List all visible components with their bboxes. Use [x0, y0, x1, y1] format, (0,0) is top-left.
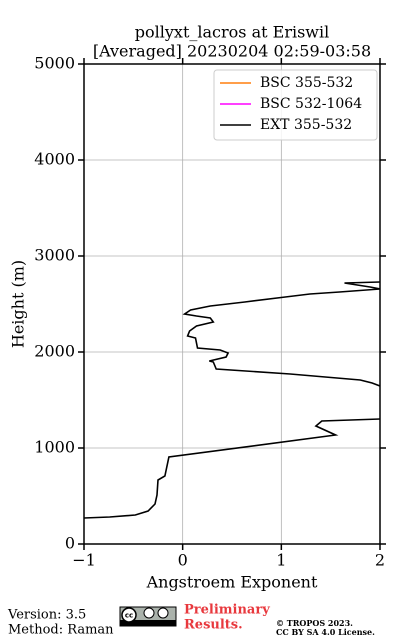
- y-tick-label: 0: [65, 534, 75, 553]
- preliminary: Results.: [184, 618, 243, 633]
- plot-frame: [83, 63, 381, 545]
- copyright: © TROPOS 2023.: [276, 618, 353, 628]
- x-tick-label: 2: [375, 551, 385, 570]
- y-tick-label: 3000: [34, 246, 75, 265]
- legend: BSC 355-532 BSC 532-1064 EXT 355-532: [213, 69, 378, 141]
- x-tick-label: −1: [72, 551, 96, 570]
- chart-subtitle: [Averaged] 20230204 02:59-03:58: [93, 42, 371, 61]
- y-tick-label: 2000: [34, 342, 75, 361]
- y-axis-label: Height (m): [9, 260, 28, 348]
- legend-label: EXT 355-532: [260, 117, 352, 133]
- legend-label: BSC 355-532: [260, 75, 353, 91]
- version: Version: 3.5: [7, 608, 86, 623]
- y-tick-label: 1000: [34, 438, 75, 457]
- method: Method: Raman: [8, 623, 114, 638]
- legend-label: BSC 532-1064: [260, 96, 362, 112]
- cc-badge: cc: [119, 606, 177, 627]
- legend-box: [213, 69, 378, 141]
- x-tick-label: 1: [276, 551, 286, 570]
- chart-title: pollyxt_lacros at Eriswil: [135, 23, 329, 42]
- y-tick-label: 5000: [34, 54, 75, 73]
- preliminary: Preliminary: [184, 603, 270, 618]
- y-tick-label: 4000: [34, 150, 75, 169]
- x-axis-label: Angstroem Exponent: [146, 573, 318, 592]
- profile-line: [84, 281, 380, 519]
- copyright: CC BY SA 4.0 License.: [276, 627, 375, 637]
- x-tick-label: 0: [178, 551, 188, 570]
- svg-text:cc: cc: [125, 612, 133, 620]
